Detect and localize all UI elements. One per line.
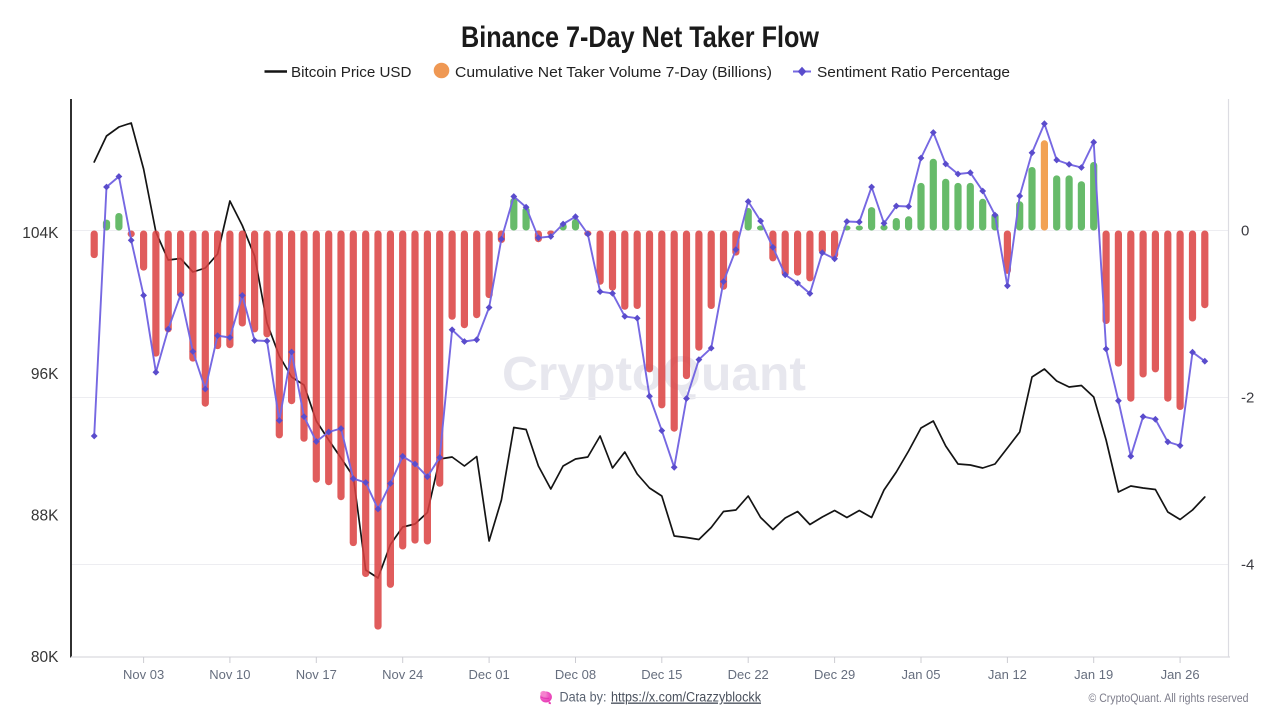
svg-text:80K: 80K — [31, 649, 59, 666]
svg-text:Dec 15: Dec 15 — [641, 667, 682, 682]
svg-text:88K: 88K — [31, 508, 59, 525]
svg-text:104K: 104K — [22, 225, 59, 242]
svg-text:Sentiment Ratio Percentage: Sentiment Ratio Percentage — [817, 64, 1010, 81]
svg-text:Cumulative Net Taker Volume 7-: Cumulative Net Taker Volume 7-Day (Billi… — [455, 64, 772, 81]
svg-text:Jan 05: Jan 05 — [901, 667, 940, 682]
svg-text:Bitcoin Price USD: Bitcoin Price USD — [291, 64, 412, 81]
svg-text:Nov 03: Nov 03 — [123, 667, 164, 682]
svg-text:Dec 01: Dec 01 — [468, 667, 509, 682]
svg-text:Nov 24: Nov 24 — [382, 667, 423, 682]
svg-text:Jan 19: Jan 19 — [1074, 667, 1113, 682]
svg-text:Dec 22: Dec 22 — [728, 667, 769, 682]
svg-text:Binance 7-Day Net Taker Flow: Binance 7-Day Net Taker Flow — [461, 21, 820, 54]
svg-text:Jan 12: Jan 12 — [988, 667, 1027, 682]
svg-text:© CryptoQuant. All rights rese: © CryptoQuant. All rights reserved — [1089, 693, 1249, 705]
svg-text:Nov 10: Nov 10 — [209, 667, 250, 682]
svg-text:CryptoQuant: CryptoQuant — [502, 348, 806, 401]
svg-text:-2: -2 — [1241, 390, 1254, 407]
svg-text:Dec 08: Dec 08 — [555, 667, 596, 682]
svg-text:96K: 96K — [31, 366, 59, 383]
svg-text:0: 0 — [1241, 223, 1249, 240]
svg-text:https://x.com/Crazzyblockk: https://x.com/Crazzyblockk — [611, 690, 761, 705]
svg-text:Data by:: Data by: — [560, 690, 607, 705]
svg-text:Dec 29: Dec 29 — [814, 667, 855, 682]
svg-text:-4: -4 — [1241, 557, 1254, 574]
svg-text:Nov 17: Nov 17 — [296, 667, 337, 682]
svg-text:Jan 26: Jan 26 — [1161, 667, 1200, 682]
